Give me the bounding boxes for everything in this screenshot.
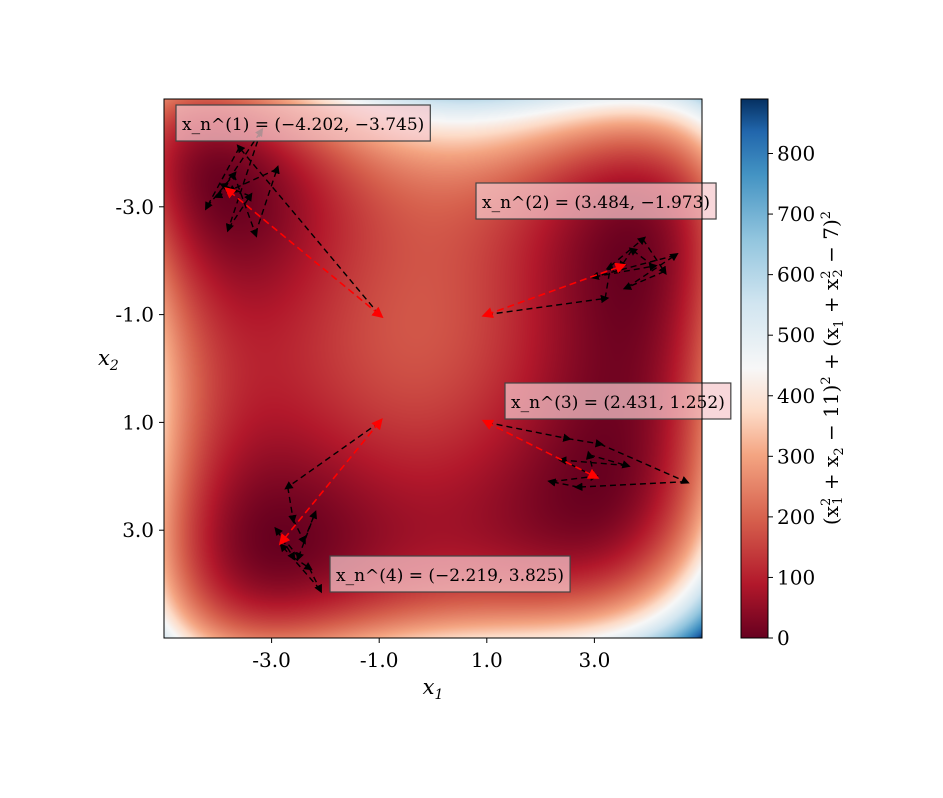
trajectory-4-step-4	[574, 480, 686, 492]
annotation-1-box	[175, 104, 431, 142]
annotation-3-text: x_n^(3) = (2.431, 1.252)	[511, 393, 725, 413]
colorbar-tick-label: 200	[777, 505, 815, 529]
x-tick-label: 1.0	[471, 648, 503, 672]
y-tick-label: 1.0	[122, 410, 154, 434]
cb-sup4: 2	[819, 211, 834, 219]
annotation-2: x_n^(2) = (3.484, −1.973)	[475, 182, 717, 220]
y-axis-label: x2	[98, 346, 119, 374]
trajectory-2-step-10	[618, 249, 633, 270]
cb-sub3: 1	[832, 320, 847, 328]
trajectory-3-step-8	[292, 556, 313, 571]
colorbar-tick-label: 300	[777, 444, 815, 468]
x-tick-label: -1.0	[360, 648, 399, 672]
trajectory-4-step-5	[547, 478, 579, 488]
cb-sub1: 1	[831, 496, 846, 504]
colorbar-tick-label: 800	[777, 142, 815, 166]
colorbar-ticks: 0 100 200 300 400 500 600 700 800	[768, 142, 815, 650]
cb-part3: + (x	[819, 327, 843, 376]
colorbar	[740, 98, 769, 639]
trajectory-3-step-9	[308, 567, 322, 594]
annotation-3: x_n^(3) = (2.431, 1.252)	[504, 382, 732, 420]
x-tick-label: -3.0	[252, 648, 291, 672]
trajectory-4-step-8	[588, 454, 631, 469]
colorbar-tick-label: 500	[777, 323, 815, 347]
colorbar-tick-label: 700	[777, 202, 815, 226]
y-axis-label-sub: 2	[109, 358, 119, 374]
y-tick-label: 3.0	[122, 518, 154, 542]
colorbar-tick-label: 400	[777, 384, 815, 408]
colorbar-tick-label: 600	[777, 263, 815, 287]
colorbar-tick-label: 100	[777, 565, 815, 589]
cb-part1: + x	[819, 455, 843, 496]
cb-sub4: 2	[831, 269, 846, 277]
trajectory-3-net-path	[278, 418, 383, 546]
colorbar-tick-label: 0	[777, 626, 790, 650]
x-axis-label: x1	[423, 675, 444, 703]
cb-sub2: 2	[832, 447, 847, 455]
cb-part4: + x	[819, 278, 843, 319]
trajectory-2-step-5	[622, 270, 665, 290]
annotation-1: x_n^(1) = (−4.202, −3.745)	[175, 104, 431, 142]
annotations: x_n^(1) = (−4.202, −3.745) x_n^(2) = (3.4…	[175, 104, 732, 593]
cb-part2: − 11)	[819, 385, 843, 448]
trajectory-2-step-3	[610, 236, 647, 267]
annotation-2-text: x_n^(2) = (3.484, −1.973)	[482, 193, 710, 213]
cb-sup2: 2	[819, 376, 834, 384]
trajectory-2-step-9	[628, 247, 655, 267]
trajectory-4-net-path	[481, 419, 600, 479]
annotation-4-box	[329, 555, 571, 593]
annotation-1-text: x_n^(1) = (−4.202, −3.745)	[182, 115, 424, 135]
annotation-4-text: x_n^(4) = (−2.219, 3.825)	[336, 566, 564, 586]
y-tick-label: -3.0	[115, 195, 154, 219]
y-tick-label: -1.0	[115, 303, 154, 327]
axes-frame	[163, 98, 703, 639]
annotation-4: x_n^(4) = (−2.219, 3.825)	[329, 555, 571, 593]
cb-sup1: 2	[819, 498, 834, 506]
trajectory-1-step-2	[205, 147, 240, 211]
trajectory-2-step-4	[642, 238, 667, 275]
trajectory-4-step-3	[599, 443, 690, 484]
cb-part5: − 7)	[819, 219, 843, 269]
trajectories	[205, 127, 690, 594]
cb-sup3: 2	[819, 270, 834, 278]
annotation-2-box	[475, 182, 717, 220]
trajectory-4-step-6	[551, 472, 599, 483]
trajectory-2-net-path	[481, 262, 627, 318]
x-axis-label-sub: 1	[434, 687, 443, 703]
y-ticks: -3.0 -1.0 1.0 3.0	[115, 195, 164, 542]
x-tick-label: 3.0	[578, 648, 610, 672]
colorbar-label: (x21 + x2 − 11)2 + (x1 + x22 − 7)2	[819, 211, 847, 525]
x-ticks: -3.0 -1.0 1.0 3.0	[252, 638, 610, 672]
annotation-3-box	[504, 382, 732, 420]
trajectory-2-step-7	[590, 254, 676, 280]
